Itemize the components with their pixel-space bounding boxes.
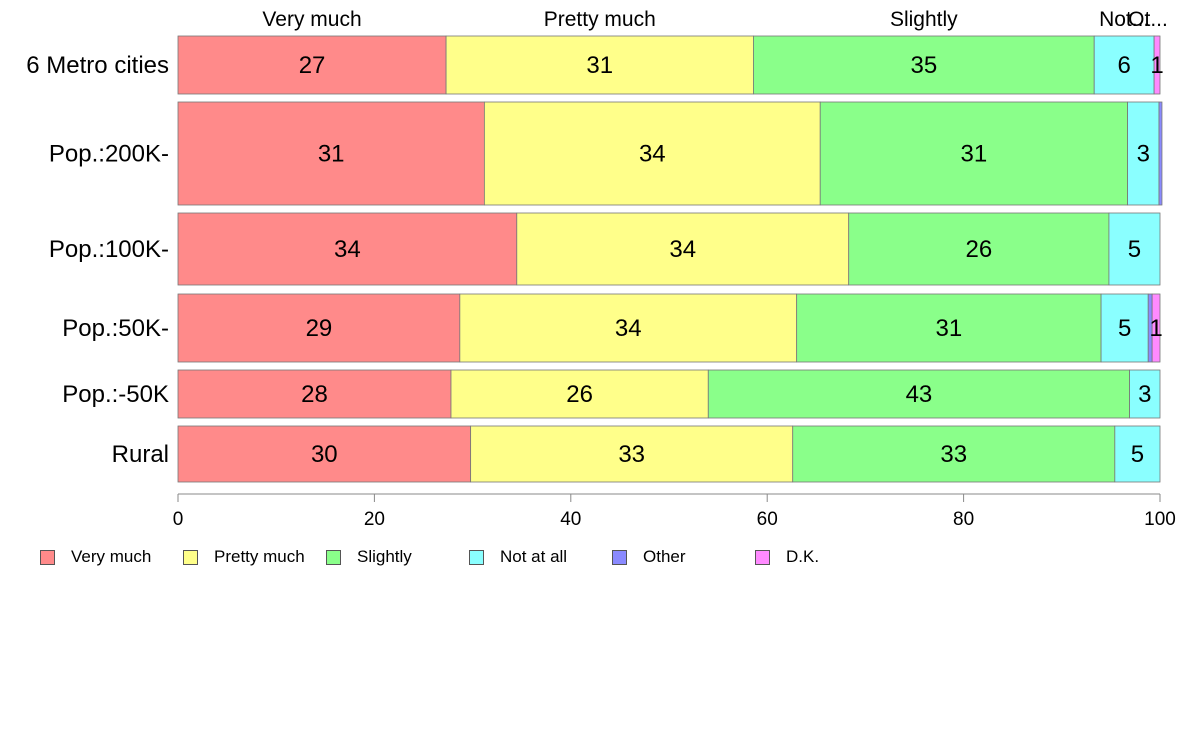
bar-segment <box>1151 293 1161 363</box>
bar-segment <box>792 425 1116 483</box>
bar-segment <box>707 369 1130 419</box>
x-tick-label: 0 <box>173 509 184 530</box>
data-label: 34 <box>615 315 642 342</box>
bar-segment <box>753 35 1095 95</box>
bar-segment <box>177 425 472 483</box>
bar-segment <box>470 425 794 483</box>
legend-label: Not at all <box>500 547 568 566</box>
data-label: 31 <box>318 141 345 168</box>
data-label: 6 <box>1117 52 1130 79</box>
data-label: 5 <box>1128 236 1141 263</box>
column-header-label: Not... <box>1099 8 1149 31</box>
data-label: 31 <box>586 52 613 79</box>
bar-segment <box>177 101 485 206</box>
data-label: 31 <box>936 315 963 342</box>
bar-segment <box>177 35 447 95</box>
column-header-label: Slightly <box>890 8 958 31</box>
bar-segment <box>819 101 1128 206</box>
bar-segment <box>848 212 1110 286</box>
data-label: 3 <box>1137 141 1150 168</box>
column-header-label: Pretty much <box>544 8 656 31</box>
category-label: Pop.:-50K <box>62 381 169 408</box>
bar-segment <box>796 293 1102 363</box>
data-label: 28 <box>301 381 328 408</box>
data-label: 5 <box>1131 441 1144 468</box>
bar-segment <box>516 212 850 286</box>
data-label: 35 <box>910 52 937 79</box>
bar-segment <box>459 293 798 363</box>
legend-item: Very much <box>40 547 151 567</box>
data-label: 3 <box>1138 381 1151 408</box>
legend: Very much Pretty much Slightly Not at all Ot… <box>40 547 1140 569</box>
data-label: 26 <box>965 236 992 263</box>
bar-segment <box>1093 35 1155 95</box>
category-label: Pop.:50K- <box>62 315 169 342</box>
legend-label: Other <box>643 547 686 566</box>
x-tick-label: 20 <box>364 509 385 530</box>
x-tick-label: 40 <box>560 509 581 530</box>
bar-segment <box>1114 425 1161 483</box>
legend-swatch <box>40 549 55 565</box>
category-label: Pop.:100K- <box>49 236 169 263</box>
bar-segment <box>1158 101 1163 206</box>
bar-segment <box>1127 101 1160 206</box>
data-label: 34 <box>669 236 696 263</box>
data-label: 43 <box>906 381 933 408</box>
bar-segment <box>1129 369 1161 419</box>
bar-segment <box>177 293 461 363</box>
bar-segment <box>177 212 518 286</box>
data-label: 33 <box>940 441 967 468</box>
legend-item: Not at all <box>469 547 567 567</box>
data-label: 26 <box>566 381 593 408</box>
legend-label: Slightly <box>357 547 412 566</box>
bar-segment <box>1108 212 1161 286</box>
bar-segment <box>445 35 754 95</box>
legend-swatch <box>755 549 770 565</box>
column-header-label: Ot... <box>1128 8 1168 31</box>
legend-item: Slightly <box>326 547 412 567</box>
legend-label: D.K. <box>786 547 820 566</box>
data-label: 34 <box>639 141 666 168</box>
data-label: 29 <box>306 315 333 342</box>
bar-segment <box>450 369 709 419</box>
category-label: Rural <box>112 441 169 468</box>
legend-item: Pretty much <box>183 547 305 567</box>
data-label: 30 <box>311 441 338 468</box>
bar-segment <box>177 369 452 419</box>
data-label: 34 <box>334 236 361 263</box>
legend-swatch <box>183 549 198 565</box>
column-header-label: Very much <box>262 8 361 31</box>
legend-swatch <box>469 549 484 565</box>
data-label: 1 <box>1149 315 1162 342</box>
bar-segment <box>1153 35 1161 95</box>
x-tick-label: 100 <box>1144 509 1176 530</box>
category-label: 6 Metro cities <box>26 52 169 79</box>
legend-swatch <box>612 549 627 565</box>
category-label: Pop.:200K- <box>49 141 169 168</box>
data-label: 27 <box>299 52 326 79</box>
data-label: 33 <box>618 441 645 468</box>
legend-label: Pretty much <box>214 547 305 566</box>
bar-segment <box>483 101 821 206</box>
data-label: 31 <box>961 141 988 168</box>
legend-label: Very much <box>71 547 152 566</box>
data-label: 1 <box>1150 52 1163 79</box>
legend-swatch <box>326 549 341 565</box>
x-tick-label: 80 <box>953 509 974 530</box>
data-label: 5 <box>1118 315 1131 342</box>
x-tick-label: 60 <box>757 509 778 530</box>
legend-item: D.K. <box>755 547 819 567</box>
legend-item: Other <box>612 547 686 567</box>
